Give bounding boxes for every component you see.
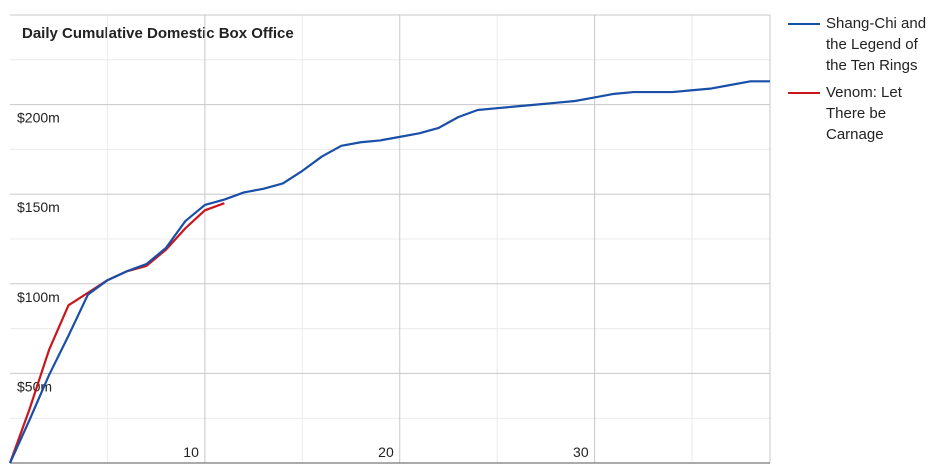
legend: Shang-Chi and the Legend of the Ten Ring…: [788, 13, 938, 151]
legend-label: Venom: Let There be Carnage: [826, 84, 902, 143]
legend-item: Shang-Chi and the Legend of the Ten Ring…: [788, 13, 938, 76]
x-tick-label: 10: [183, 444, 199, 460]
y-tick-label: $200m: [17, 110, 60, 126]
chart-title: Daily Cumulative Domestic Box Office: [22, 25, 294, 42]
y-tick-label: $150m: [17, 199, 60, 215]
legend-swatch: [788, 23, 820, 25]
legend-swatch: [788, 92, 820, 94]
x-tick-label: 30: [573, 444, 589, 460]
y-tick-label: $100m: [17, 289, 60, 305]
x-tick-label: 20: [378, 444, 394, 460]
series-line: [8, 80, 770, 464]
legend-label: Shang-Chi and the Legend of the Ten Ring…: [826, 15, 927, 74]
series-line: [8, 202, 225, 464]
legend-item: Venom: Let There be Carnage: [788, 82, 938, 145]
